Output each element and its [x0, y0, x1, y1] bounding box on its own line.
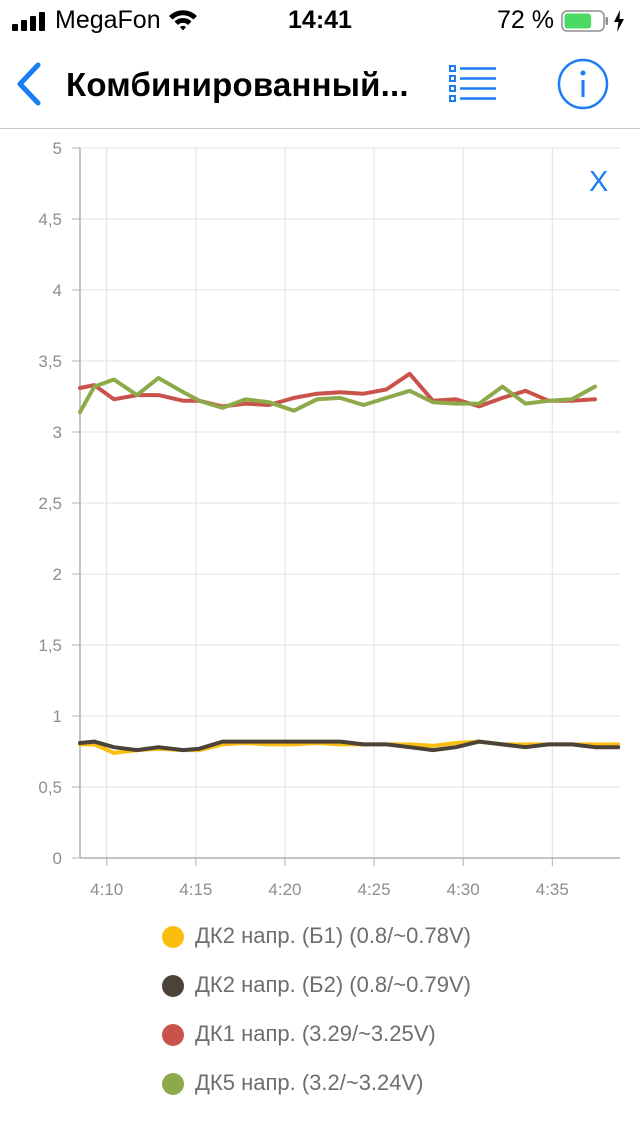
chart-axes: 0 0,5 1 1,5 2 2,5 3 3,5 4 4,5 5 4:10 4:15 4:20 4:25 4:3… [38, 139, 620, 899]
legend-color-dot [162, 975, 184, 997]
y-tick-label: 1,5 [38, 636, 62, 655]
signal-strength-icon [12, 12, 45, 31]
series-line-4 [78, 376, 597, 415]
y-tick-label: 0,5 [38, 778, 62, 797]
navigation-bar: Комбинированный... [0, 40, 640, 129]
y-tick-label: 4,5 [38, 210, 62, 229]
y-tick-label: 3,5 [38, 352, 62, 371]
legend-label: ДК1 напр. (3.29/~3.25V) [195, 1021, 436, 1046]
x-tick-label: 4:30 [447, 880, 480, 899]
clock: 14:41 [288, 6, 352, 34]
line-chart: 0 0,5 1 1,5 2 2,5 3 3,5 4 4,5 5 4:10 4:15 4:20 4:25 4:3… [38, 139, 621, 899]
series-line-3 [78, 371, 597, 409]
chart-series [78, 371, 621, 755]
legend-color-dot [162, 926, 184, 948]
x-tick-label: 4:35 [536, 880, 569, 899]
battery-icon [561, 10, 608, 32]
legend-color-dot [162, 1073, 184, 1095]
status-bar: MegaFon 14:41 72 % [0, 0, 640, 40]
legend-label: ДК5 напр. (3.2/~3.24V) [195, 1070, 424, 1095]
y-tick-label: 2,5 [38, 494, 62, 513]
x-tick-label: 4:20 [268, 880, 301, 899]
info-icon[interactable] [557, 58, 609, 110]
y-tick-label: 2 [53, 565, 62, 584]
legend-label: ДК2 напр. (Б1) (0.8/~0.78V) [195, 923, 471, 948]
y-tick-label: 0 [53, 849, 62, 868]
x-tick-label: 4:25 [358, 880, 391, 899]
legend-label: ДК2 напр. (Б2) (0.8/~0.79V) [195, 972, 471, 997]
carrier-name: MegaFon [55, 6, 161, 34]
battery-percent: 72 % [497, 6, 554, 34]
y-tick-label: 1 [53, 707, 62, 726]
wifi-icon [169, 10, 197, 31]
y-tick-label: 4 [53, 281, 62, 300]
x-tick-label: 4:10 [90, 880, 123, 899]
list-icon[interactable] [448, 64, 498, 104]
y-tick-label: 3 [53, 423, 62, 442]
close-chart-button[interactable]: X [589, 166, 608, 198]
series-line-2 [78, 739, 621, 753]
bolt-icon [614, 10, 624, 32]
x-tick-label: 4:15 [179, 880, 212, 899]
chevron-left-icon[interactable] [12, 60, 46, 108]
chart-grid [80, 147, 620, 859]
page-title: Комбинированный... [66, 66, 409, 103]
legend-color-dot [162, 1024, 184, 1046]
y-tick-label: 5 [53, 139, 62, 158]
